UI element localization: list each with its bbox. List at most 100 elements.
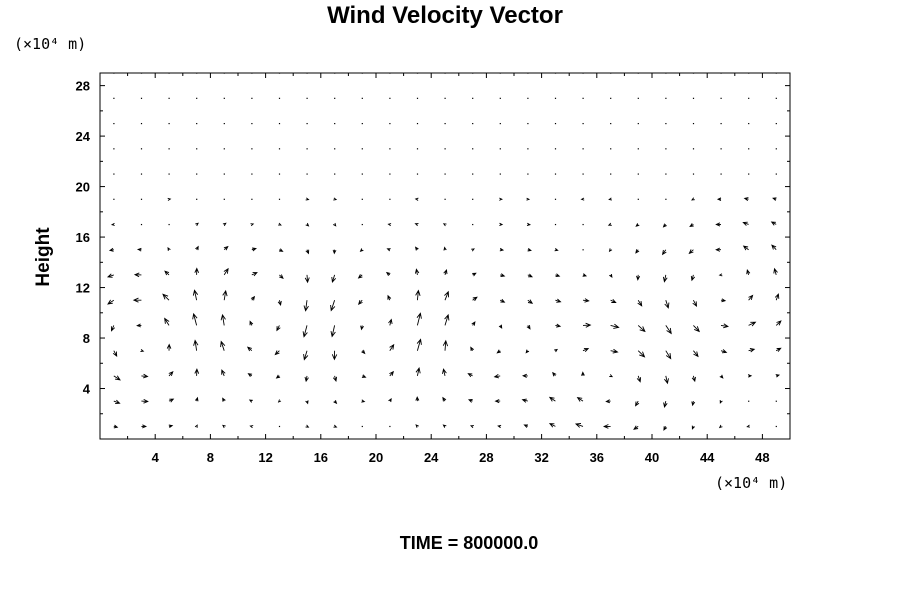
wind-vector <box>554 223 557 226</box>
wind-vectors <box>106 73 782 431</box>
wind-vector <box>222 289 228 301</box>
wind-vector <box>691 197 695 201</box>
wind-vector <box>196 173 198 175</box>
wind-vector <box>610 348 619 354</box>
wind-vector <box>582 148 584 150</box>
wind-vector <box>548 396 556 402</box>
wind-vector <box>691 425 696 430</box>
wind-vector <box>692 97 695 99</box>
wind-vector <box>357 299 363 306</box>
wind-vector <box>141 373 149 379</box>
wind-vector <box>692 148 695 150</box>
wind-vector <box>775 148 777 150</box>
wind-vector <box>470 346 474 352</box>
wind-vector <box>251 272 258 277</box>
x-tick-label: 36 <box>590 450 604 465</box>
wind-vector <box>246 346 253 352</box>
wind-vector <box>442 396 447 402</box>
wind-vector <box>742 245 749 251</box>
wind-vector <box>691 375 696 383</box>
wind-vector <box>499 197 503 201</box>
wind-vector <box>467 399 473 403</box>
wind-vector <box>168 122 170 125</box>
wind-vector <box>718 273 723 277</box>
wind-vector <box>389 73 391 74</box>
wind-vector <box>610 323 620 329</box>
wind-vector <box>554 173 557 175</box>
wind-vector <box>442 424 447 428</box>
wind-vector <box>112 350 118 357</box>
wind-vector <box>279 274 284 280</box>
wind-vector <box>136 323 142 328</box>
wind-vector <box>494 399 501 404</box>
wind-vector <box>361 223 363 226</box>
wind-vector <box>414 268 420 275</box>
wind-vector <box>166 343 172 351</box>
wind-vector <box>389 343 395 351</box>
wind-vector <box>196 148 198 150</box>
wind-vector <box>748 148 750 150</box>
x-unit-label: (×10⁴ m) <box>715 474 787 492</box>
wind-vector <box>333 197 338 201</box>
wind-vector <box>467 373 473 378</box>
x-tick-label: 16 <box>314 450 328 465</box>
wind-vector <box>472 73 474 74</box>
wind-vector <box>554 148 557 150</box>
x-tick-label: 28 <box>479 450 493 465</box>
wind-vector <box>610 148 612 150</box>
wind-vector <box>251 247 257 252</box>
wind-vector <box>637 350 646 358</box>
wind-vector <box>305 222 310 227</box>
wind-vector <box>773 267 778 276</box>
wind-vector <box>665 97 667 99</box>
wind-vector <box>416 148 419 150</box>
wind-vector <box>278 248 284 252</box>
wind-vector <box>389 425 391 428</box>
wind-vector <box>637 148 639 150</box>
wind-vector <box>223 122 225 125</box>
wind-vector <box>499 73 501 74</box>
wind-vector <box>110 325 116 332</box>
wind-vector <box>388 397 392 403</box>
wind-vector <box>574 423 584 428</box>
wind-vector <box>472 173 474 175</box>
wind-vector <box>602 424 611 429</box>
wind-vector <box>637 97 639 99</box>
wind-vector <box>168 148 170 150</box>
x-tick-label: 8 <box>207 450 214 465</box>
wind-vector <box>251 198 253 200</box>
wind-vector <box>249 320 254 326</box>
wind-vector <box>331 350 338 361</box>
wind-vector <box>444 198 446 200</box>
wind-vector <box>581 371 585 376</box>
x-tick-label: 32 <box>534 450 548 465</box>
wind-vector <box>472 97 474 99</box>
wind-vector <box>605 399 611 404</box>
wind-vector <box>582 298 590 303</box>
wind-vector <box>527 148 529 150</box>
y-tick-label: 28 <box>76 79 90 94</box>
wind-vector <box>690 274 696 282</box>
wind-vector <box>471 321 476 326</box>
wind-vector <box>775 374 781 378</box>
wind-vector <box>720 349 728 354</box>
wind-vector <box>716 197 722 202</box>
wind-vector <box>720 97 722 99</box>
wind-vector <box>196 97 198 99</box>
wind-vector <box>334 148 336 150</box>
wind-vector <box>357 274 363 279</box>
wind-vector <box>416 338 422 351</box>
wind-vector <box>633 425 639 430</box>
wind-vector <box>748 173 750 175</box>
wind-vector <box>748 122 750 125</box>
wind-vector <box>692 122 695 125</box>
wind-vector <box>167 246 171 251</box>
wind-vector <box>664 300 670 309</box>
wind-vector <box>548 423 556 428</box>
wind-vector <box>527 73 529 74</box>
wind-vector <box>500 298 506 303</box>
wind-vector <box>414 197 419 201</box>
wind-vector <box>389 370 394 377</box>
wind-vector <box>251 148 253 150</box>
wind-vector <box>251 97 253 99</box>
